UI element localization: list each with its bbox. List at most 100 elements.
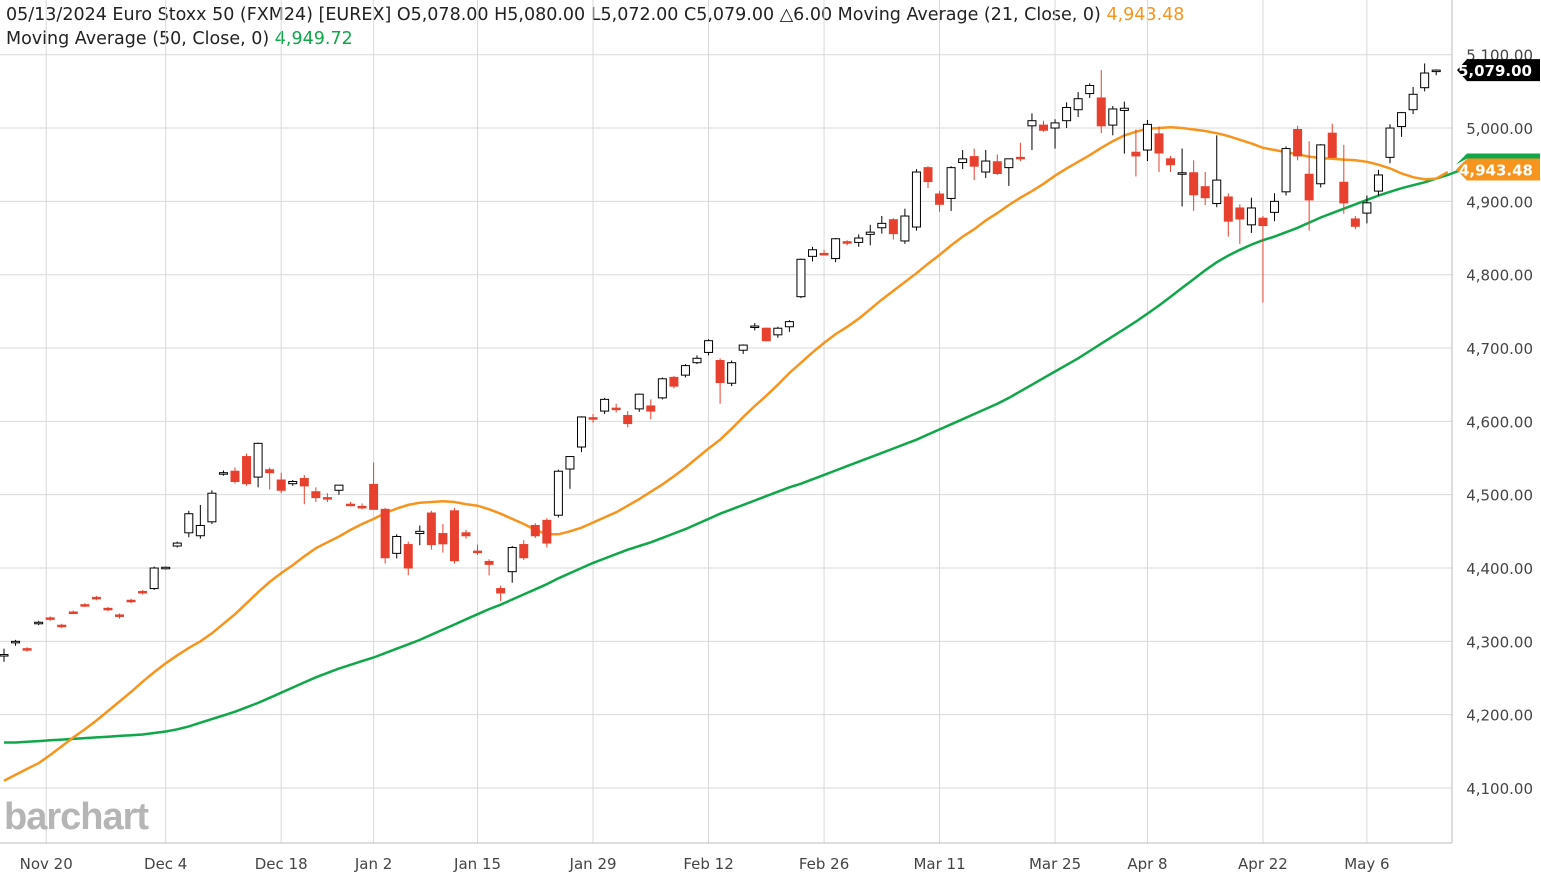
- candle-body: [1004, 158, 1014, 169]
- candle: [1039, 120, 1048, 132]
- candle: [138, 590, 148, 595]
- candle: [634, 393, 644, 412]
- candle-body: [161, 566, 171, 570]
- candle: [161, 566, 171, 570]
- candle: [265, 467, 275, 490]
- x-tick-label: Mar 11: [913, 855, 965, 873]
- candle-body: [22, 648, 32, 651]
- candle: [1235, 204, 1245, 244]
- candle: [496, 585, 506, 602]
- candle-body: [242, 456, 252, 485]
- y-tick-label: 4,700.00: [1466, 340, 1533, 358]
- candle-body: [1212, 179, 1222, 205]
- candle-body: [473, 550, 483, 554]
- candle: [80, 603, 90, 607]
- candle-body: [1270, 200, 1279, 213]
- candle-body: [380, 508, 390, 559]
- candle-body: [115, 614, 124, 617]
- candle-body: [1108, 108, 1118, 126]
- candle: [1177, 148, 1187, 207]
- candle-body: [992, 161, 1002, 174]
- candle: [773, 326, 783, 338]
- candle: [969, 148, 979, 181]
- candle: [992, 154, 1002, 175]
- candle-body: [773, 327, 783, 336]
- candle: [392, 534, 402, 559]
- candle-body: [1096, 97, 1106, 127]
- y-tick-label: 4,200.00: [1466, 707, 1533, 725]
- candle-body: [438, 533, 448, 545]
- candle: [0, 648, 9, 662]
- candle-body: [646, 405, 656, 412]
- y-tick-label: 4,600.00: [1466, 413, 1533, 431]
- candle: [553, 469, 563, 518]
- candle: [1108, 106, 1118, 136]
- candle-body: [600, 398, 610, 412]
- candle-body: [218, 472, 228, 475]
- candle: [958, 150, 968, 170]
- candle-body: [1085, 84, 1095, 95]
- candle: [680, 364, 690, 378]
- candle-body: [784, 321, 794, 328]
- x-tick-label: Feb 26: [799, 855, 849, 873]
- candle-body: [334, 484, 344, 491]
- candle-body: [1154, 133, 1164, 154]
- candle: [935, 191, 945, 212]
- candle: [1270, 193, 1279, 222]
- candle-body: [1015, 156, 1025, 160]
- candle: [1131, 129, 1141, 177]
- candle: [415, 525, 425, 546]
- candle: [623, 411, 633, 428]
- header-line-2: Moving Average (50, Close, 0) 4,949.72: [6, 27, 1184, 51]
- candle-body: [911, 171, 921, 228]
- candle-body: [1350, 218, 1360, 227]
- candle-body: [519, 544, 529, 559]
- y-tick-label: 4,400.00: [1466, 560, 1533, 578]
- candle-body: [507, 546, 517, 573]
- candle-body: [403, 544, 413, 569]
- candle: [322, 493, 332, 503]
- candle: [704, 339, 714, 356]
- candle-body: [796, 258, 806, 298]
- candle: [1073, 92, 1083, 118]
- candle: [1096, 70, 1106, 134]
- candle-body: [715, 359, 725, 383]
- candle-body: [11, 640, 21, 644]
- candle-body: [577, 416, 586, 448]
- candle: [149, 566, 159, 591]
- candle: [115, 613, 124, 619]
- candle: [1373, 169, 1383, 196]
- candle: [276, 472, 286, 494]
- candle-body: [542, 519, 552, 544]
- ma50-label: Moving Average (50, Close, 0): [6, 29, 270, 49]
- candle: [1397, 111, 1407, 137]
- candle-body: [184, 513, 194, 534]
- candle-body: [842, 241, 852, 244]
- candle: [588, 414, 598, 423]
- candle: [311, 487, 321, 503]
- candle-body: [692, 357, 702, 364]
- candle: [519, 540, 529, 560]
- candle: [1327, 123, 1337, 158]
- candle-body: [704, 340, 714, 353]
- candle: [577, 416, 586, 453]
- candle: [865, 224, 875, 246]
- candle: [1050, 119, 1060, 149]
- candle-body: [819, 252, 829, 256]
- candle: [403, 541, 413, 576]
- candle-body: [634, 393, 644, 410]
- candle: [1004, 158, 1014, 186]
- y-tick-label: 4,800.00: [1466, 267, 1533, 285]
- candle: [877, 216, 887, 234]
- candle-body: [1235, 207, 1245, 220]
- candle: [1200, 172, 1210, 206]
- candle-body: [415, 530, 425, 535]
- candle-body: [484, 560, 494, 565]
- candle-body: [900, 215, 910, 242]
- candle: [692, 355, 702, 365]
- candle: [507, 546, 517, 583]
- candle: [1154, 126, 1164, 173]
- candle: [715, 358, 725, 404]
- candle: [461, 529, 471, 539]
